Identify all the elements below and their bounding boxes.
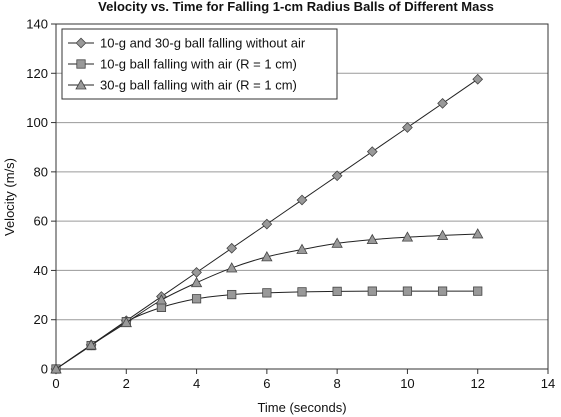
legend-label: 10-g and 30-g ball falling without air [100,36,306,51]
legend-diamond-marker [75,37,87,49]
x-tick-label: 4 [193,376,200,391]
triangle-point [85,339,97,350]
square-point [227,289,237,300]
diamond-point [296,194,308,206]
x-axis-label: Time (seconds) [257,400,346,415]
x-tick-label: 12 [470,376,484,391]
legend-entries: 10-g and 30-g ball falling without air 10… [68,36,306,93]
x-tick-label: 2 [123,376,130,391]
triangle-point [50,363,62,374]
triangle-point [296,243,308,254]
y-tick-label: 20 [34,312,48,327]
y-axis-label: Velocity (m/s) [2,158,17,236]
triangle-point [436,229,449,240]
triangle-point [155,294,168,305]
triangle-point [401,231,414,242]
series-line [55,290,478,370]
diamond-point [437,97,448,109]
y-tick-label: 0 [41,362,48,377]
x-tick-label: 8 [334,376,341,391]
square-point [297,287,307,297]
legend-box [61,28,338,100]
diamond-point [226,242,238,254]
square-point [437,286,448,296]
square-point [156,302,167,312]
square-point [402,286,413,296]
x-tick-label: 0 [52,376,59,391]
triangle-point [261,251,273,262]
legend-square-marker [76,59,86,69]
y-tick-label: 40 [34,263,48,278]
triangle-point [331,237,343,248]
legend-triangle-marker [75,79,87,90]
square-point [473,286,483,296]
y-tick-label: 60 [34,214,48,229]
y-tick-label: 120 [26,66,48,81]
y-tick-label: 140 [26,17,48,32]
axis-ticks: 0 20 40 60 80 100 120 140 0 2 4 6 8 10 12 14 [26,17,555,392]
legend-label: 10-g ball falling with air (R = 1 cm) [100,57,297,72]
diamond-point [191,267,202,278]
series-layer [50,73,484,375]
x-tick-label: 10 [400,376,414,391]
legend-label: 30-g ball falling with air (R = 1 cm) [100,78,297,93]
series-square [51,286,483,374]
square-point [191,294,202,304]
triangle-point [366,233,378,245]
chart-title: Velocity vs. Time for Falling 1-cm Radiu… [98,0,494,14]
diamond-point [331,170,343,182]
y-tick-label: 80 [34,164,48,179]
x-tick-label: 14 [541,376,555,391]
legend: 10-g and 30-g ball falling without air 10… [61,28,338,100]
x-tick-label: 6 [263,376,270,391]
diamond-point [261,218,273,230]
y-tick-label: 100 [26,115,48,130]
square-point [332,286,342,296]
triangle-point [226,262,238,273]
diamond-point [402,122,413,133]
diamond-point [472,73,484,85]
diamond-point [366,146,378,158]
square-point [367,286,377,296]
triangle-point [472,228,484,239]
triangle-point [190,276,203,288]
triangle-point [120,316,132,328]
plot-area-frame [55,23,549,370]
series-triangle [50,228,484,374]
square-point [262,288,272,298]
